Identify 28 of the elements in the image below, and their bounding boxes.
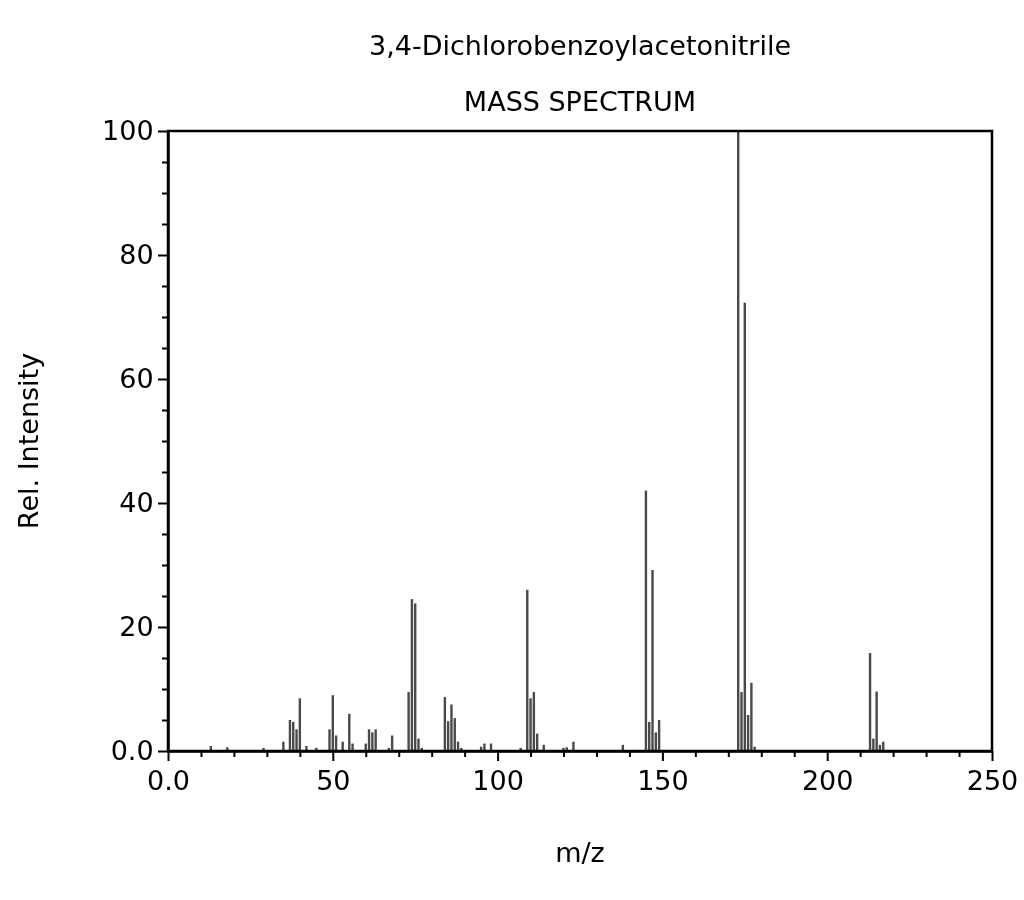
y-tick-label: 20 — [119, 611, 154, 643]
y-tick-label: 0.0 — [110, 735, 154, 767]
x-tick-label: 100 — [472, 764, 524, 796]
bar — [282, 741, 285, 751]
x-tick-label: 200 — [801, 764, 854, 796]
bar — [371, 732, 374, 751]
chart-subtitle: MASS SPECTRUM — [463, 86, 697, 117]
bar — [750, 682, 753, 751]
bar — [875, 691, 878, 751]
bar — [450, 704, 453, 751]
x-axis-title: m/z — [555, 837, 605, 868]
bar — [305, 746, 308, 751]
bar — [341, 741, 344, 751]
y-tick-label: 40 — [119, 487, 154, 519]
x-tick-label: 250 — [966, 764, 1019, 796]
chart-title: 3,4-Dichlorobenzoylacetonitrile — [368, 30, 792, 61]
bar — [483, 743, 486, 751]
bar — [572, 741, 575, 751]
y-tick-label: 100 — [102, 115, 154, 147]
y-axis-title: Rel. Intensity — [13, 352, 44, 530]
x-tick-label: 150 — [637, 764, 689, 796]
x-tick-label: 50 — [316, 764, 351, 796]
bar — [226, 747, 229, 751]
y-tick-label: 80 — [119, 239, 154, 271]
bar — [374, 729, 377, 751]
y-tick-label: 60 — [119, 363, 154, 395]
bar — [651, 569, 654, 751]
x-tick-label: 0.0 — [147, 764, 190, 796]
